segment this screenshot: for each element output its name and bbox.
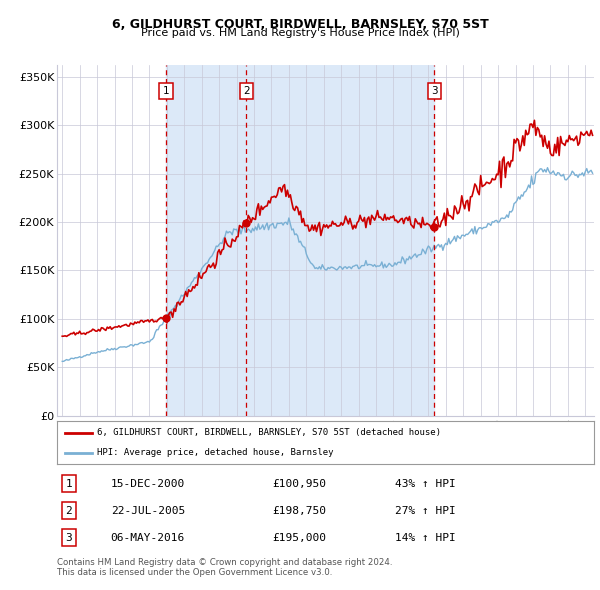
- Text: 3: 3: [431, 86, 437, 96]
- Text: HPI: Average price, detached house, Barnsley: HPI: Average price, detached house, Barn…: [97, 448, 334, 457]
- Text: £198,750: £198,750: [272, 506, 326, 516]
- Text: 2: 2: [65, 506, 72, 516]
- Text: 43% ↑ HPI: 43% ↑ HPI: [395, 478, 456, 489]
- Text: £100,950: £100,950: [272, 478, 326, 489]
- Text: 6, GILDHURST COURT, BIRDWELL, BARNSLEY, S70 5ST (detached house): 6, GILDHURST COURT, BIRDWELL, BARNSLEY, …: [97, 428, 441, 437]
- Text: 1: 1: [163, 86, 169, 96]
- Text: £195,000: £195,000: [272, 533, 326, 543]
- Text: Price paid vs. HM Land Registry's House Price Index (HPI): Price paid vs. HM Land Registry's House …: [140, 28, 460, 38]
- Text: 6, GILDHURST COURT, BIRDWELL, BARNSLEY, S70 5ST: 6, GILDHURST COURT, BIRDWELL, BARNSLEY, …: [112, 18, 488, 31]
- Text: 15-DEC-2000: 15-DEC-2000: [111, 478, 185, 489]
- Text: 2: 2: [243, 86, 250, 96]
- Text: 06-MAY-2016: 06-MAY-2016: [111, 533, 185, 543]
- Text: 3: 3: [65, 533, 72, 543]
- Text: 27% ↑ HPI: 27% ↑ HPI: [395, 506, 456, 516]
- Text: Contains HM Land Registry data © Crown copyright and database right 2024.
This d: Contains HM Land Registry data © Crown c…: [57, 558, 392, 577]
- Text: 22-JUL-2005: 22-JUL-2005: [111, 506, 185, 516]
- Text: 14% ↑ HPI: 14% ↑ HPI: [395, 533, 456, 543]
- Bar: [166, 65, 434, 416]
- Text: 1: 1: [65, 478, 72, 489]
